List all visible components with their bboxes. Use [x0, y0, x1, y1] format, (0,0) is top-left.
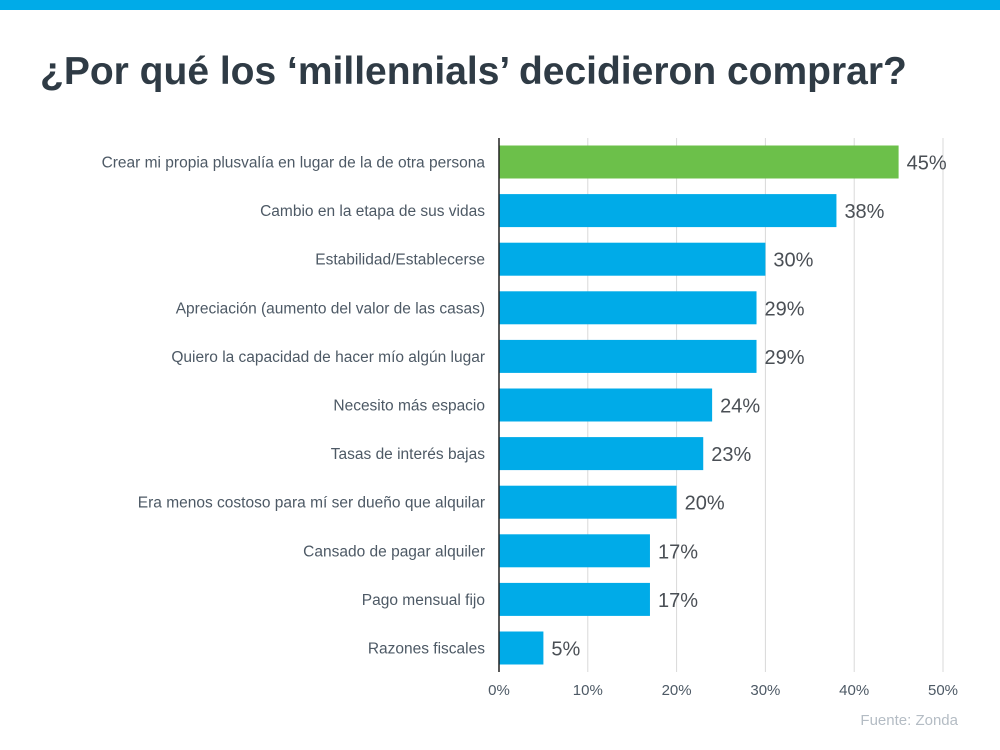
bar: [499, 388, 713, 422]
value-label: 5%: [551, 639, 580, 661]
category-label: Razones fiscales: [368, 641, 485, 658]
x-tick-labels: 0% 10% 20% 30% 40% 50%: [488, 682, 958, 699]
value-label: 45%: [907, 153, 947, 175]
top-accent-bar: [0, 0, 1000, 10]
x-tick-label: 10%: [573, 682, 603, 699]
bar: [499, 582, 650, 616]
bar: [499, 534, 650, 568]
bar: [499, 145, 899, 179]
category-label: Crear mi propia plusvalía en lugar de la…: [102, 155, 486, 172]
category-labels: Crear mi propia plusvalía en lugar de la…: [102, 155, 486, 658]
value-label: 30%: [773, 250, 813, 272]
x-tick-label: 0%: [488, 682, 510, 699]
x-tick-label: 30%: [750, 682, 780, 699]
value-label: 17%: [658, 590, 698, 612]
value-label: 24%: [720, 396, 760, 418]
bar: [499, 485, 677, 519]
category-label: Estabilidad/Establecerse: [315, 252, 485, 269]
x-tick-label: 50%: [928, 682, 958, 699]
value-label: 17%: [658, 541, 698, 563]
bar: [499, 437, 704, 471]
bar: [499, 242, 766, 276]
value-label: 23%: [711, 444, 751, 466]
x-tick-label: 20%: [662, 682, 692, 699]
category-label: Necesito más espacio: [333, 398, 485, 415]
chart-title: ¿Por qué los ‘millennials’ decidieron co…: [40, 50, 907, 93]
category-label: Cambio en la etapa de sus vidas: [260, 203, 485, 220]
value-label: 29%: [765, 298, 805, 320]
category-label: Tasas de interés bajas: [331, 446, 485, 463]
category-label: Apreciación (aumento del valor de las ca…: [176, 300, 485, 317]
source-note: Fuente: Zonda: [860, 712, 958, 729]
category-label: Pago mensual fijo: [362, 592, 485, 609]
value-labels: 45% 38% 30% 29% 29% 24% 23% 20% 17% 17% 5%: [551, 153, 946, 661]
bars: [499, 145, 899, 665]
category-label: Quiero la capacidad de hacer mío algún l…: [171, 349, 485, 366]
value-label: 38%: [844, 201, 884, 223]
x-tick-label: 40%: [839, 682, 869, 699]
bar: [499, 339, 757, 373]
value-label: 20%: [685, 493, 725, 515]
category-label: Era menos costoso para mí ser dueño que …: [138, 495, 485, 512]
value-label: 29%: [765, 347, 805, 369]
bar: [499, 194, 837, 228]
category-label: Cansado de pagar alquiler: [303, 543, 485, 560]
bar: [499, 291, 757, 325]
bar: [499, 631, 544, 665]
